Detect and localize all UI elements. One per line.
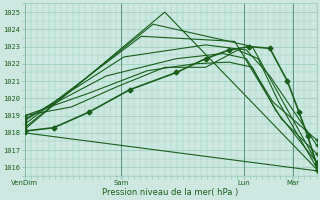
X-axis label: Pression niveau de la mer( hPa ): Pression niveau de la mer( hPa ) bbox=[102, 188, 239, 197]
